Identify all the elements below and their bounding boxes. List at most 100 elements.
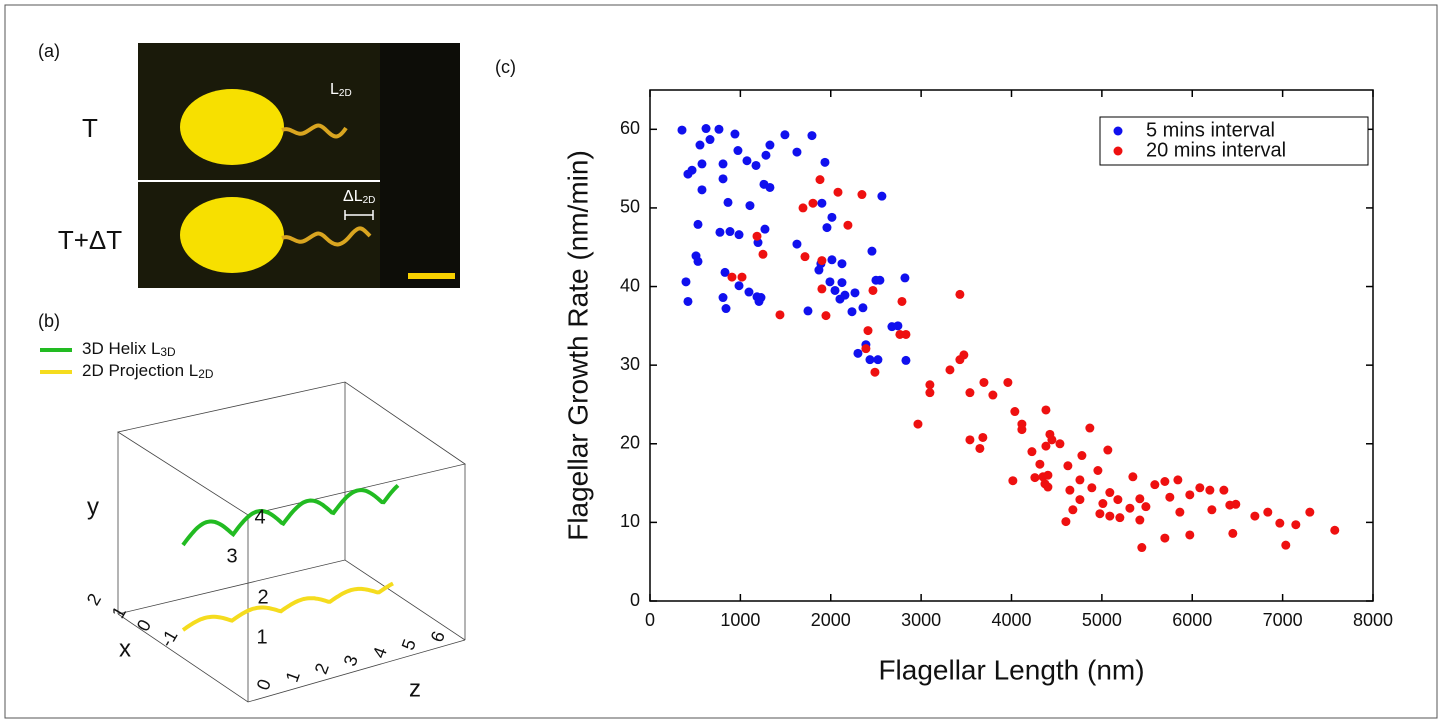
point	[1175, 507, 1185, 517]
point	[756, 293, 766, 303]
legend-marker	[1113, 126, 1123, 136]
x-tick-label: 6000	[1172, 610, 1212, 630]
point	[733, 146, 743, 156]
point	[765, 182, 775, 192]
y-tick-label: 50	[620, 197, 640, 217]
panel-label: (c)	[495, 57, 516, 77]
legend-box	[1099, 116, 1369, 166]
point	[925, 388, 935, 398]
point	[714, 124, 724, 134]
x-tick-label: 1	[108, 603, 130, 622]
row-label: T	[82, 113, 98, 143]
point	[853, 348, 863, 358]
point	[1017, 425, 1027, 435]
point	[1103, 445, 1113, 455]
point	[821, 311, 831, 321]
point	[1115, 513, 1125, 523]
point	[701, 124, 711, 134]
point	[870, 367, 880, 377]
legend-label: 2D Projection L2D	[82, 361, 214, 381]
legend-marker	[1113, 146, 1123, 156]
micrograph	[138, 43, 460, 288]
point	[780, 130, 790, 140]
x-tick-label: 8000	[1353, 610, 1393, 630]
point	[1061, 517, 1071, 527]
point	[895, 329, 905, 339]
point	[1035, 459, 1045, 469]
subscript: 2D	[198, 367, 214, 381]
point	[945, 365, 955, 375]
point	[1173, 475, 1183, 485]
point	[1055, 439, 1065, 449]
point	[737, 272, 747, 282]
point	[1087, 483, 1097, 493]
point	[833, 187, 843, 197]
length-label: L2D	[330, 81, 352, 98]
point	[1160, 477, 1170, 487]
point	[1207, 505, 1217, 515]
point	[1043, 482, 1053, 492]
point	[965, 388, 975, 398]
point	[1125, 503, 1135, 513]
point	[758, 249, 768, 259]
x-tick-label: 0	[645, 610, 655, 630]
x-tick-label: 5000	[1082, 610, 1122, 630]
x-tick-label: -1	[156, 626, 181, 650]
point	[1305, 507, 1315, 517]
point	[857, 190, 867, 200]
point	[683, 169, 693, 179]
point	[1077, 451, 1087, 461]
point	[863, 326, 873, 336]
point	[1330, 525, 1340, 535]
point	[1043, 470, 1053, 480]
z-tick-label: 3	[340, 652, 362, 668]
point	[847, 307, 857, 317]
point	[1010, 407, 1020, 417]
point	[1135, 515, 1145, 525]
point	[730, 129, 740, 139]
axis-label: z	[409, 675, 421, 702]
point	[798, 203, 808, 213]
point	[901, 355, 911, 365]
point	[800, 252, 810, 262]
point	[1030, 473, 1040, 483]
axis-label: y	[87, 493, 99, 520]
point	[1141, 502, 1151, 512]
y-tick-label: 20	[620, 433, 640, 453]
z-tick-label: 5	[398, 636, 420, 652]
y-tick-label: 10	[620, 511, 640, 531]
point	[697, 159, 707, 169]
y-tick-label: 30	[620, 354, 640, 374]
point	[727, 272, 737, 282]
point	[893, 321, 903, 331]
x-tick-label: 2	[83, 590, 105, 609]
point	[865, 355, 875, 365]
point	[720, 267, 730, 277]
point	[792, 239, 802, 249]
point	[744, 287, 754, 297]
point	[817, 256, 827, 266]
point	[1098, 499, 1108, 509]
point	[1128, 472, 1138, 482]
helix-curve	[181, 581, 394, 632]
point	[959, 350, 969, 360]
point	[683, 296, 693, 306]
point	[1063, 461, 1073, 471]
point	[1137, 543, 1147, 553]
point	[1275, 518, 1285, 528]
point	[1105, 511, 1115, 521]
point	[988, 390, 998, 400]
row-label: T+ΔT	[58, 225, 122, 255]
point	[837, 278, 847, 288]
point	[1231, 499, 1241, 509]
point	[815, 175, 825, 185]
z-tick-label: 1	[282, 668, 304, 684]
point	[978, 432, 988, 442]
legend-label: 3D Helix L3D	[82, 339, 176, 359]
legend-label: 20 mins interval	[1146, 139, 1286, 161]
helix-curve	[181, 483, 400, 547]
point	[1195, 483, 1205, 493]
x-tick-label: 7000	[1263, 610, 1303, 630]
point	[1027, 447, 1037, 457]
